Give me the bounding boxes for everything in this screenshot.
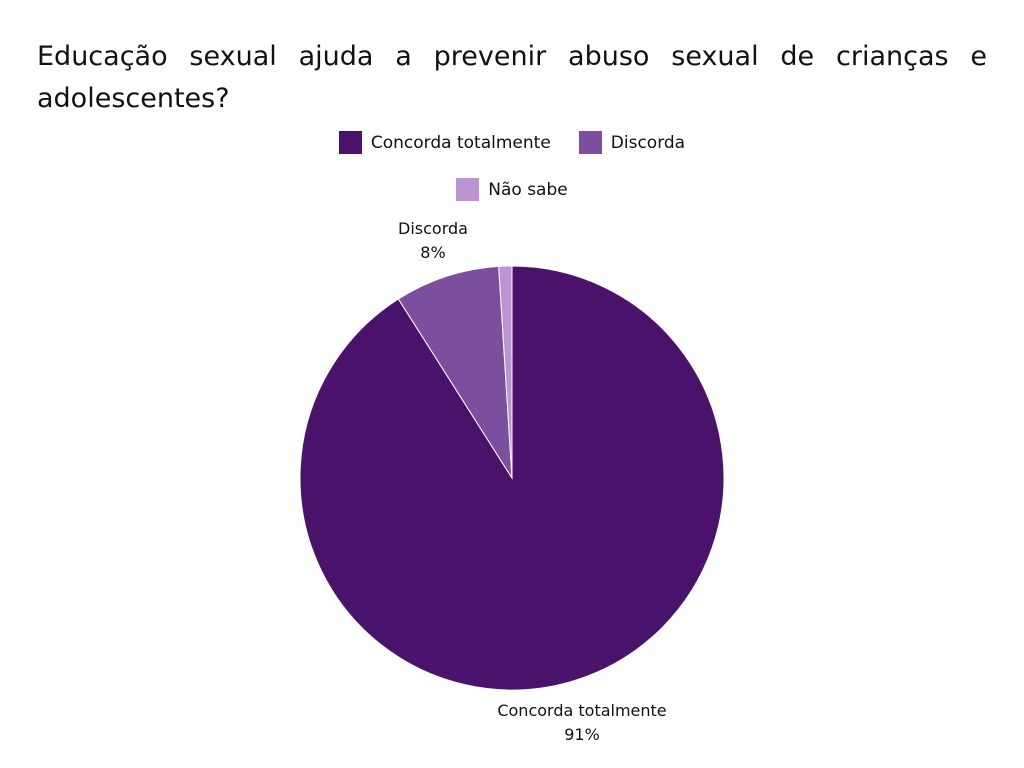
data-label-discorda-percent: 8% [420,243,445,262]
legend-swatch-nao-sabe [456,178,480,201]
legend-swatch-discorda [578,131,602,154]
legend-item-nao-sabe[interactable]: Não sabe [456,178,568,201]
pie-slice-nao-sabe[interactable] [498,265,513,479]
legend-item-discorda[interactable]: Discorda [578,131,686,154]
legend-swatch-concorda-totalmente [338,131,362,154]
legend: Concorda totalmente Discorda [0,131,1024,154]
data-label-concorda-totalmente-name: Concorda totalmente [497,701,666,720]
pie-slice-discorda[interactable] [397,265,513,479]
data-label-concorda-totalmente-percent: 91% [564,725,600,744]
legend-label-concorda-totalmente: Concorda totalmente [370,132,551,153]
legend-label-discorda: Discorda [610,132,686,153]
legend-row-2: Não sabe [0,178,1024,201]
legend-item-concorda-totalmente[interactable]: Concorda totalmente [338,131,551,154]
data-label-discorda-name: Discorda [398,219,468,238]
legend-label-nao-sabe: Não sabe [488,179,568,200]
chart-title: Educação sexual ajuda a prevenir abuso s… [37,41,987,114]
